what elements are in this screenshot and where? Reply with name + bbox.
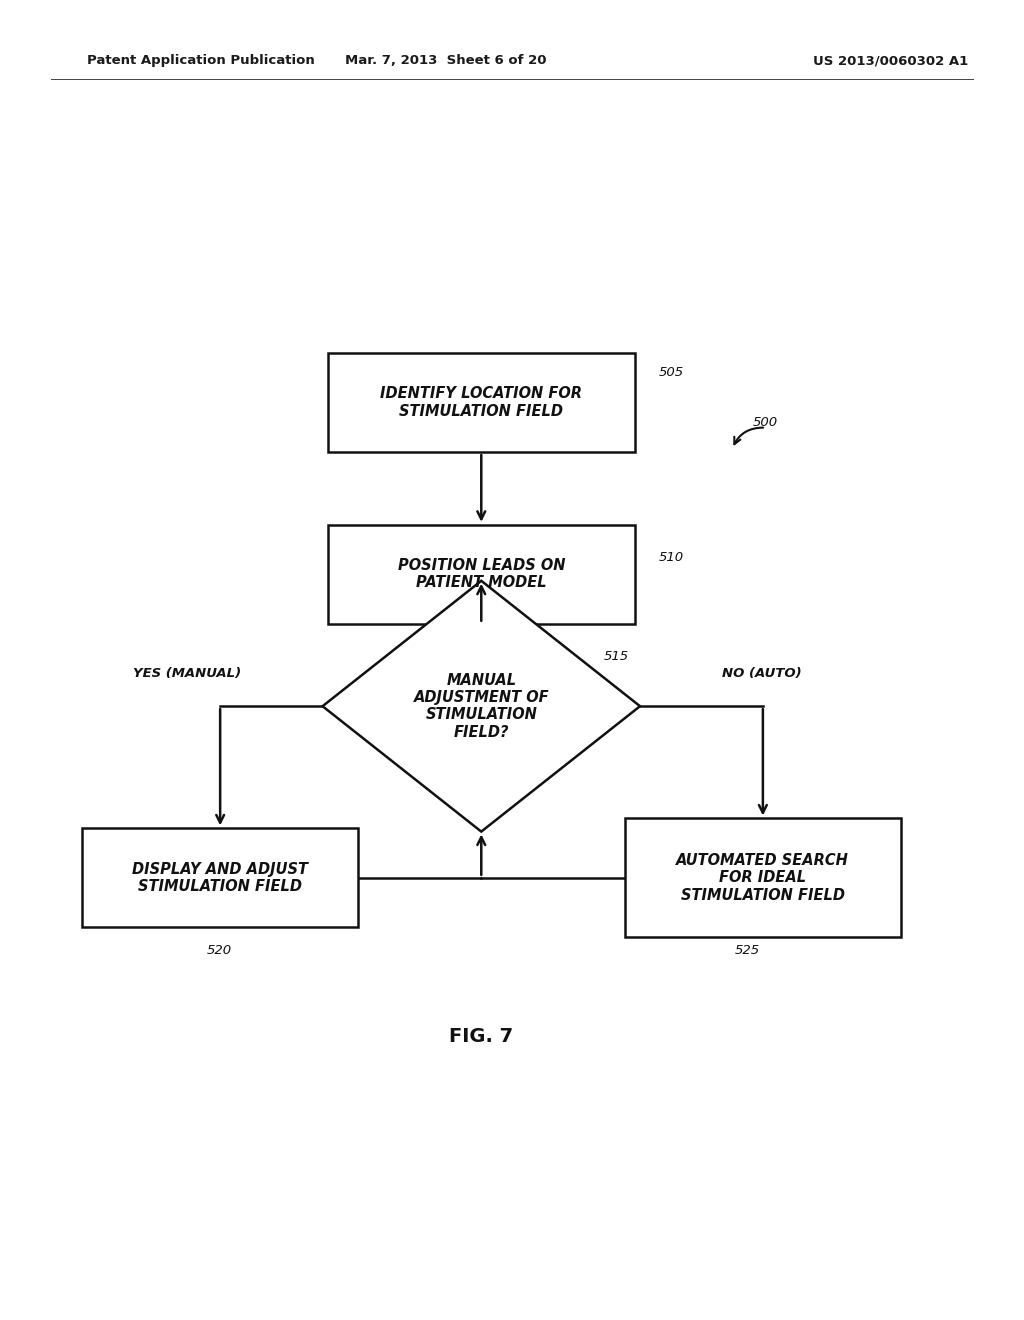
Bar <box>328 354 635 451</box>
Bar <box>625 818 901 937</box>
Text: 525: 525 <box>735 944 761 957</box>
Polygon shape <box>323 581 640 832</box>
Text: FIG. 7: FIG. 7 <box>450 1027 513 1045</box>
Text: US 2013/0060302 A1: US 2013/0060302 A1 <box>813 54 969 67</box>
Text: 520: 520 <box>207 944 232 957</box>
Text: POSITION LEADS ON
PATIENT MODEL: POSITION LEADS ON PATIENT MODEL <box>397 558 565 590</box>
Text: Mar. 7, 2013  Sheet 6 of 20: Mar. 7, 2013 Sheet 6 of 20 <box>345 54 546 67</box>
Text: YES (MANUAL): YES (MANUAL) <box>132 667 241 680</box>
Text: 505: 505 <box>658 366 684 379</box>
Text: DISPLAY AND ADJUST
STIMULATION FIELD: DISPLAY AND ADJUST STIMULATION FIELD <box>132 862 308 894</box>
Bar <box>328 525 635 624</box>
Bar <box>82 829 358 927</box>
Text: 515: 515 <box>604 649 630 663</box>
Text: 500: 500 <box>753 416 778 429</box>
Text: 510: 510 <box>658 550 684 564</box>
Text: Patent Application Publication: Patent Application Publication <box>87 54 314 67</box>
Text: IDENTIFY LOCATION FOR
STIMULATION FIELD: IDENTIFY LOCATION FOR STIMULATION FIELD <box>380 387 583 418</box>
Text: NO (AUTO): NO (AUTO) <box>722 667 802 680</box>
Text: AUTOMATED SEARCH
FOR IDEAL
STIMULATION FIELD: AUTOMATED SEARCH FOR IDEAL STIMULATION F… <box>677 853 849 903</box>
Text: MANUAL
ADJUSTMENT OF
STIMULATION
FIELD?: MANUAL ADJUSTMENT OF STIMULATION FIELD? <box>414 673 549 739</box>
